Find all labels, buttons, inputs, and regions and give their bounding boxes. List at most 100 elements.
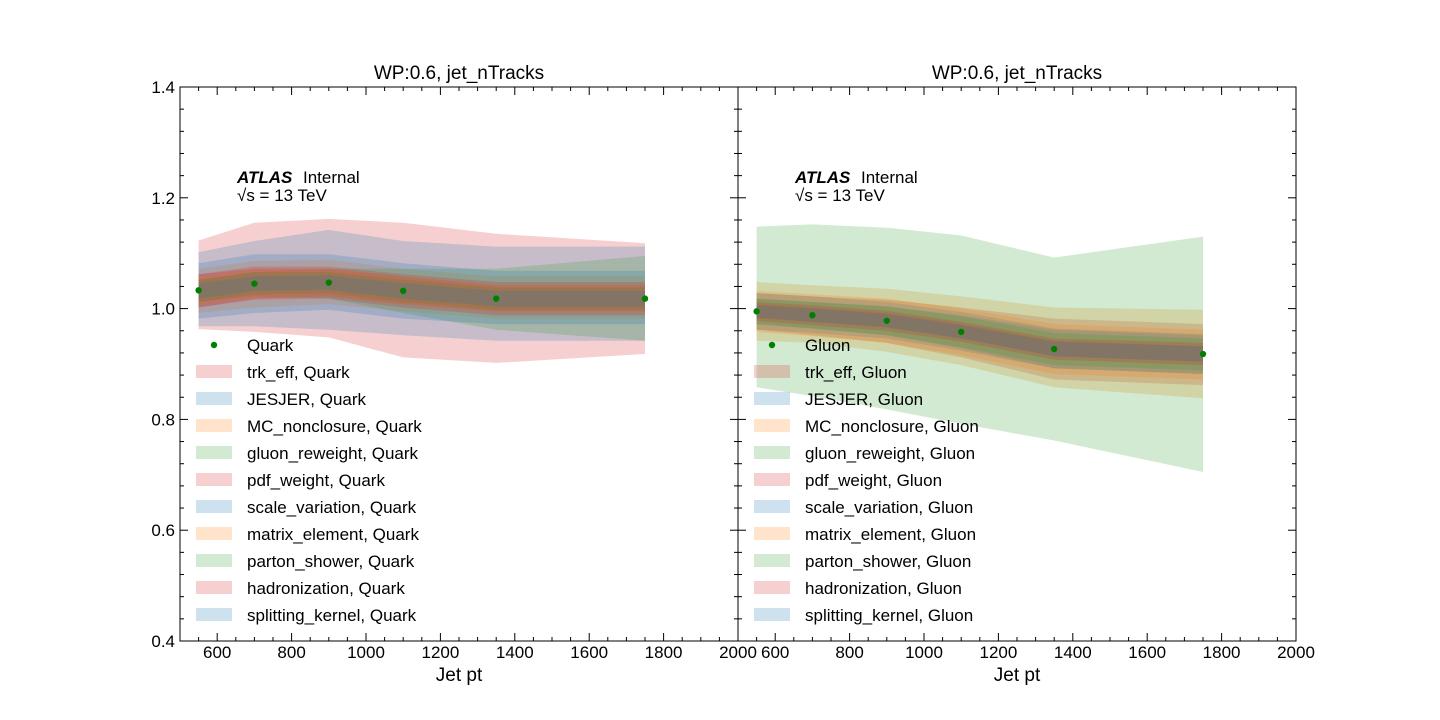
nominal-points: [753, 308, 1207, 358]
x-tick-label: 1200: [979, 643, 1017, 662]
x-tick-label: 1600: [1128, 643, 1166, 662]
legend-swatch: [754, 446, 790, 459]
band-hadronization: [756, 302, 1203, 366]
bands: [756, 224, 1203, 472]
energy-label: √s = 13 TeV: [795, 186, 885, 205]
legend-marker-nominal: [210, 341, 218, 349]
legend-swatch: [754, 473, 790, 486]
data-point: [809, 312, 816, 319]
legend-label: splitting_kernel, Quark: [247, 606, 417, 625]
band-gluon-reweight: [198, 256, 645, 341]
panel-title: WP:0.6, jet_nTracks: [932, 63, 1102, 84]
legend-label: pdf_weight, Gluon: [805, 471, 942, 490]
legend-swatch: [196, 608, 232, 621]
x-axis-title: Jet pt: [994, 665, 1041, 686]
band-JESJER: [198, 229, 645, 341]
legend-label: parton_shower, Gluon: [805, 552, 971, 571]
legend-label: matrix_element, Gluon: [805, 525, 976, 544]
legend-label: gluon_reweight, Gluon: [805, 444, 975, 463]
y-tick-label: 0.6: [151, 521, 175, 540]
legend-label: matrix_element, Quark: [247, 525, 419, 544]
band-matrix-element: [756, 290, 1203, 380]
y-tick-label: 0.8: [151, 410, 175, 429]
legend-swatch: [196, 554, 232, 567]
legend-swatch: [754, 365, 790, 378]
x-tick-label: 1400: [1054, 643, 1092, 662]
band-scale-variation: [198, 254, 645, 325]
data-point: [251, 280, 258, 287]
atlas-label: ATLAS: [794, 168, 851, 187]
band-scale-variation: [756, 293, 1203, 374]
x-tick-label: 2000: [1277, 643, 1315, 662]
nominal-points: [195, 279, 649, 302]
legend-swatch: [754, 554, 790, 567]
x-tick-label: 1400: [496, 643, 534, 662]
legend-label: MC_nonclosure, Quark: [247, 417, 422, 436]
legend-label-nominal: Quark: [247, 336, 294, 355]
legend-swatch: [754, 392, 790, 405]
x-tick-label: 1800: [1203, 643, 1241, 662]
y-tick-label: 1.2: [151, 189, 175, 208]
data-point: [400, 287, 407, 295]
atlas-status: Internal: [303, 168, 360, 187]
legend-label: parton_shower, Quark: [247, 552, 415, 571]
x-tick-label: 1000: [347, 643, 385, 662]
legend: Quark trk_eff, Quark JESJER, Quark MC_noncl…: [196, 336, 422, 625]
ticks: [738, 86, 1297, 642]
legend-label: JESJER, Gluon: [805, 390, 923, 409]
band-pdf-weight: [756, 304, 1203, 362]
legend-swatch: [754, 419, 790, 432]
data-point: [1051, 345, 1058, 353]
band-gluon-reweight: [756, 224, 1203, 472]
legend-label: scale_variation, Gluon: [805, 498, 973, 517]
legend-label: scale_variation, Quark: [247, 498, 417, 517]
x-tick-label: 1800: [645, 643, 683, 662]
legend-swatch: [196, 473, 232, 486]
band-splitting-kernel: [756, 305, 1203, 362]
x-tick-label: 2000: [719, 643, 757, 662]
data-point: [325, 279, 332, 286]
legend-swatch: [754, 581, 790, 594]
band-parton-shower: [198, 272, 645, 310]
y-tick-label: 0.4: [151, 632, 175, 651]
band-MC-nonclosure: [756, 282, 1203, 399]
legend-swatch: [196, 365, 232, 378]
band-MC-nonclosure: [198, 259, 645, 319]
data-point: [493, 295, 500, 302]
legend-label: splitting_kernel, Gluon: [805, 606, 973, 625]
atlas-label: ATLAS: [236, 168, 293, 187]
panel-title: WP:0.6, jet_nTracks: [374, 63, 544, 84]
band-parton-shower: [756, 298, 1203, 371]
legend-swatch: [196, 527, 232, 540]
x-tick-label: 600: [203, 643, 231, 662]
band-matrix-element: [198, 268, 645, 312]
legend-marker-nominal: [768, 341, 776, 349]
x-tick-label: 600: [761, 643, 789, 662]
legend-swatch: [196, 581, 232, 594]
x-axis-title: Jet pt: [436, 665, 483, 686]
legend-label: gluon_reweight, Quark: [247, 444, 419, 463]
legend-swatch: [196, 419, 232, 432]
band-hadronization: [198, 266, 645, 316]
atlas-status: Internal: [861, 168, 918, 187]
data-point: [958, 328, 965, 336]
legend-label: trk_eff, Quark: [247, 363, 350, 382]
legend-label: trk_eff, Gluon: [805, 363, 907, 382]
data-point: [883, 317, 890, 324]
legend-label: pdf_weight, Quark: [247, 471, 385, 490]
x-tick-label: 800: [835, 643, 863, 662]
x-tick-label: 800: [277, 643, 305, 662]
legend-label: JESJER, Quark: [247, 390, 367, 409]
band-pdf-weight: [198, 268, 645, 312]
band-splitting-kernel: [198, 275, 645, 307]
legend-swatch: [754, 527, 790, 540]
legend-swatch: [196, 446, 232, 459]
energy-label: √s = 13 TeV: [237, 186, 327, 205]
legend: Gluon trk_eff, Gluon JESJER, Gluon MC_noncl…: [754, 336, 979, 625]
legend-swatch: [196, 500, 232, 513]
panel-gluon: 600 800 1000 1200 1400 1600 1800 2000 WP:0.6, je…: [737, 63, 1315, 686]
data-point: [753, 308, 760, 315]
band-trk-eff: [756, 293, 1203, 386]
panel-quark: 600 800 1000 1200 1400 1600 1800 2000 0.4 0.6 0.8 1…: [151, 63, 757, 686]
